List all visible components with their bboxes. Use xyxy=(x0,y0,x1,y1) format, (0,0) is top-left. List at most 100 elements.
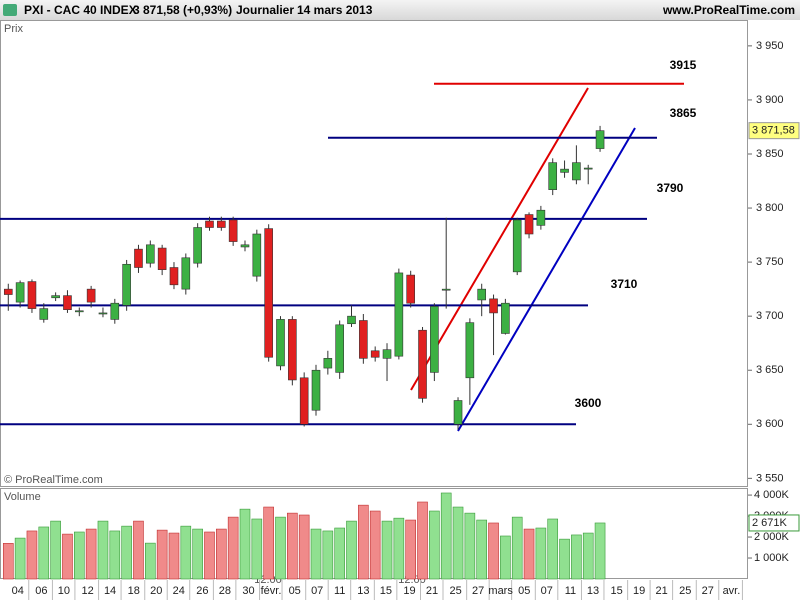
volume-bar xyxy=(511,516,523,580)
volume-bar xyxy=(405,519,416,580)
candle-body xyxy=(382,349,392,359)
x-tick-label: 13 xyxy=(587,585,599,597)
volume-bar xyxy=(192,528,203,580)
header-bar xyxy=(0,0,800,20)
header-date: 14 mars 2013 xyxy=(297,3,373,17)
candle-body xyxy=(418,329,427,399)
x-tick-label: 10 xyxy=(58,585,70,597)
candle-body xyxy=(359,320,368,359)
volume-bar xyxy=(417,501,428,580)
candle-body xyxy=(406,274,415,304)
volume-bar xyxy=(322,530,334,580)
candle-body xyxy=(311,369,321,411)
volume-bar xyxy=(168,532,180,580)
x-tick-label: 06 xyxy=(35,585,47,597)
volume-bar xyxy=(488,522,499,580)
x-tick-label: 13 xyxy=(357,585,369,597)
volume-tick-label: 1 000K xyxy=(754,552,790,564)
volume-bar xyxy=(216,528,227,580)
volume-bar xyxy=(476,519,488,580)
x-tick-label: 15 xyxy=(611,585,623,597)
price-tag: 3 871,58 xyxy=(752,125,795,137)
volume-bar xyxy=(464,512,476,580)
x-tick-label: 26 xyxy=(196,585,208,597)
candle-body xyxy=(146,244,155,264)
candle-body xyxy=(288,319,297,381)
x-tick-label: 25 xyxy=(450,585,462,597)
volume-bar xyxy=(523,528,535,580)
volume-bar xyxy=(180,525,192,580)
volume-bar xyxy=(287,512,298,580)
candle-body xyxy=(51,295,60,299)
volume-bar xyxy=(334,527,345,580)
candle-body xyxy=(205,220,214,228)
volume-bar xyxy=(73,531,85,580)
volume-bar xyxy=(346,520,357,580)
copyright: © ProRealTime.com xyxy=(4,474,103,486)
volume-bar xyxy=(275,516,286,580)
volume-bar xyxy=(582,532,594,580)
x-tick-label: 27 xyxy=(472,585,484,597)
y-tick-label: 3 800 xyxy=(756,202,784,214)
candle-body xyxy=(548,162,558,190)
volume-bar xyxy=(594,522,606,580)
volume-bar xyxy=(559,538,570,580)
volume-bar xyxy=(227,516,239,580)
volume-bar xyxy=(133,520,144,580)
candle-body xyxy=(252,233,262,277)
candle-body xyxy=(323,358,333,369)
volume-bar xyxy=(97,520,109,580)
x-tick-label: 19 xyxy=(403,585,415,597)
candle-body xyxy=(86,288,96,303)
x-tick-label: mars xyxy=(488,585,513,597)
x-tick-label: 24 xyxy=(173,585,185,597)
x-tick-label: 30 xyxy=(242,585,254,597)
header-period: Journalier xyxy=(236,3,294,17)
volume-bar xyxy=(85,528,97,580)
x-tick-label: 07 xyxy=(311,585,323,597)
x-tick-label: 04 xyxy=(12,585,24,597)
price-tag-box xyxy=(748,122,800,140)
candle-body xyxy=(524,214,534,235)
x-tick-label: 05 xyxy=(289,585,301,597)
level-label: 3915 xyxy=(670,58,697,72)
candle-body xyxy=(583,167,593,170)
volume-tag-box xyxy=(748,514,800,532)
candle-body xyxy=(264,228,273,358)
y-tick-label: 3 950 xyxy=(756,40,784,52)
candle-body xyxy=(394,272,404,357)
x-tick-label: 11 xyxy=(565,585,576,597)
volume-bar xyxy=(310,528,322,580)
y-tick-label: 3 900 xyxy=(756,94,784,106)
x-tick-label: févr. xyxy=(261,585,282,597)
y-tick-label: 3 550 xyxy=(756,472,784,484)
volume-bar xyxy=(369,510,381,580)
volume-bar xyxy=(393,517,405,580)
x-tick-label: 27 xyxy=(702,585,714,597)
volume-bar xyxy=(381,520,393,580)
volume-bar xyxy=(251,518,263,580)
header-last: 3 871,58 (+0,93%) xyxy=(133,3,232,17)
candle-body xyxy=(134,248,143,268)
x-tick-label: 05 xyxy=(518,585,530,597)
x-tick-label: 15 xyxy=(380,585,392,597)
candle-body xyxy=(15,282,25,303)
candle-body xyxy=(572,162,581,181)
volume-bar xyxy=(2,543,14,580)
candle-body xyxy=(276,319,285,367)
volume-bar xyxy=(500,535,511,580)
price-label: Prix xyxy=(4,23,23,35)
volume-bar xyxy=(440,492,452,580)
candle-body xyxy=(477,288,487,301)
header-icon xyxy=(3,4,17,16)
candle-body xyxy=(536,209,546,226)
volume-bar xyxy=(50,520,61,580)
volume-bar xyxy=(121,525,132,580)
header-site[interactable]: www.ProRealTime.com xyxy=(662,3,795,17)
candle-body xyxy=(370,350,380,358)
volume-tag: 2 671K xyxy=(752,517,788,529)
x-tick-label: 20 xyxy=(150,585,162,597)
y-tick-label: 3 750 xyxy=(756,256,784,268)
candle-body xyxy=(122,263,131,306)
